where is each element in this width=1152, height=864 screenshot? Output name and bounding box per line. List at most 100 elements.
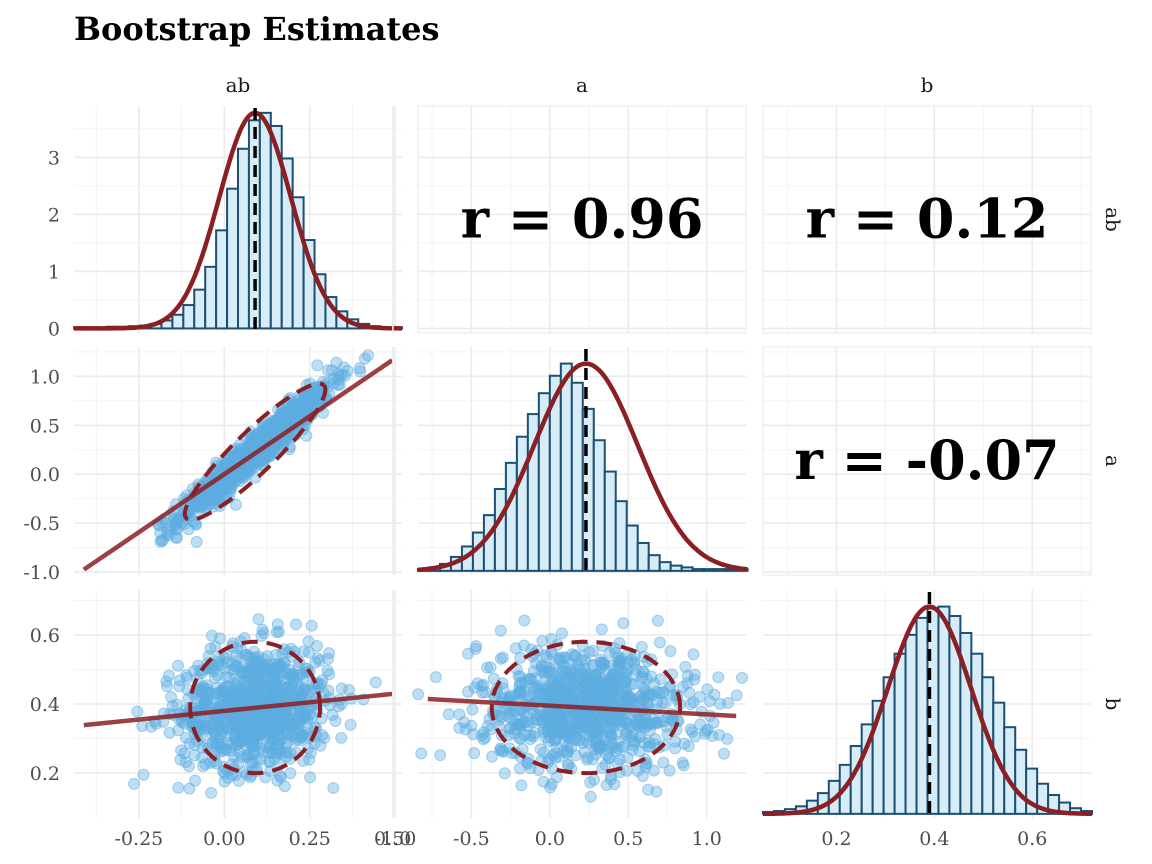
scatter-point bbox=[283, 713, 296, 726]
scatter-point bbox=[227, 658, 240, 671]
scatter-point bbox=[327, 782, 340, 794]
scatter-point bbox=[713, 729, 726, 741]
histogram-bar bbox=[915, 616, 929, 815]
scatter-point bbox=[176, 716, 189, 729]
scatter-point bbox=[234, 736, 247, 748]
scatter-point bbox=[653, 636, 666, 649]
scatter-point bbox=[478, 726, 490, 739]
scatter-point bbox=[275, 771, 287, 784]
scatter-point bbox=[513, 731, 526, 744]
histogram-bar bbox=[625, 524, 639, 572]
histogram-bar bbox=[904, 633, 918, 815]
panel-border bbox=[762, 105, 1092, 334]
scatter-point bbox=[442, 708, 455, 721]
scatter-point bbox=[618, 740, 631, 752]
histogram-bar bbox=[493, 487, 507, 572]
scatter-point bbox=[131, 705, 144, 718]
scatter-point bbox=[469, 642, 482, 655]
scatter-point bbox=[180, 671, 193, 684]
scatter-point bbox=[213, 652, 226, 665]
scatter-point bbox=[189, 517, 202, 530]
scatter-point bbox=[304, 771, 317, 784]
scatter-point bbox=[528, 683, 541, 696]
scatter-point bbox=[567, 677, 580, 690]
scatter-point bbox=[260, 741, 273, 754]
scatter-point bbox=[311, 359, 324, 372]
strip-label-right-b: b bbox=[1101, 698, 1125, 711]
scatter-point bbox=[593, 741, 605, 754]
scatter-point bbox=[614, 753, 627, 766]
scatter-point bbox=[620, 764, 633, 777]
histogram-bar bbox=[515, 435, 529, 572]
scatter-point bbox=[219, 742, 232, 755]
strip-label-a: a bbox=[576, 73, 588, 97]
scatter-point bbox=[555, 627, 568, 640]
scatter-point bbox=[205, 629, 218, 642]
histogram-bar bbox=[713, 568, 727, 572]
scatter-point bbox=[199, 758, 212, 770]
scatter-point bbox=[730, 689, 743, 702]
histogram-bar bbox=[1014, 748, 1028, 815]
panel-b-ab bbox=[74, 590, 402, 818]
scatter-point bbox=[272, 742, 285, 755]
strip-label-right-a: a bbox=[1101, 455, 1125, 467]
panel-b-b bbox=[762, 590, 1093, 818]
scatter-point bbox=[170, 532, 183, 544]
scatter-point bbox=[540, 671, 553, 684]
scatter-point bbox=[137, 768, 150, 781]
histogram-bar bbox=[182, 304, 196, 330]
scatter-point bbox=[656, 696, 669, 709]
scatter-point bbox=[476, 686, 489, 699]
panel-a-a bbox=[392, 347, 749, 575]
correlation-label: r = 0.12 bbox=[806, 187, 1049, 251]
scatter-point bbox=[170, 523, 183, 536]
x-tick-label: 0.6 bbox=[1017, 828, 1047, 850]
y-tick-label: 0.6 bbox=[30, 625, 60, 647]
scatter-point bbox=[255, 430, 268, 443]
scatter-point bbox=[183, 760, 195, 773]
scatter-point bbox=[606, 659, 619, 671]
histogram-bar bbox=[559, 362, 573, 572]
correlation-label: r = 0.96 bbox=[461, 187, 704, 251]
scatter-point bbox=[218, 775, 231, 788]
histogram-bar bbox=[204, 265, 218, 330]
scatter-point bbox=[536, 634, 549, 647]
scatter-point bbox=[635, 640, 648, 653]
histogram-bar bbox=[592, 439, 606, 572]
scatter-point bbox=[468, 747, 481, 760]
scatter-point bbox=[573, 727, 586, 739]
scatter-point bbox=[358, 352, 371, 365]
scatter-point bbox=[462, 685, 474, 698]
y-tick-label: 1.0 bbox=[30, 366, 60, 388]
scatter-point bbox=[544, 731, 557, 744]
scatter-point bbox=[589, 719, 602, 732]
scatter-point bbox=[272, 625, 285, 638]
scatter-point bbox=[246, 756, 259, 769]
scatter-point bbox=[638, 683, 651, 696]
scatter-point bbox=[172, 781, 185, 794]
scatter-point bbox=[305, 400, 318, 412]
y-tick-label: -0.5 bbox=[23, 513, 60, 535]
scatter-point bbox=[701, 683, 714, 696]
histogram-bar bbox=[226, 187, 239, 330]
scatter-point bbox=[584, 776, 597, 789]
scatter-point bbox=[634, 696, 646, 709]
scatter-point bbox=[237, 687, 250, 700]
scatter-point bbox=[239, 649, 252, 661]
scatter-point bbox=[429, 671, 442, 684]
scatter-point bbox=[562, 726, 575, 739]
scatter-point bbox=[579, 654, 592, 667]
scatter-point bbox=[335, 731, 348, 744]
panel-ab-a: r = 0.96 bbox=[392, 105, 747, 334]
scatter-point bbox=[341, 364, 354, 377]
scatter-point bbox=[256, 623, 269, 636]
scatter-point bbox=[513, 686, 526, 699]
scatter-point bbox=[459, 723, 472, 736]
scatter-point bbox=[703, 695, 716, 708]
scatter-point bbox=[311, 640, 323, 652]
histogram-bar bbox=[636, 541, 650, 572]
panel-ab-b: r = 0.12 bbox=[762, 105, 1092, 334]
x-tick-label: 0.2 bbox=[821, 828, 851, 850]
scatter-point bbox=[642, 740, 655, 753]
